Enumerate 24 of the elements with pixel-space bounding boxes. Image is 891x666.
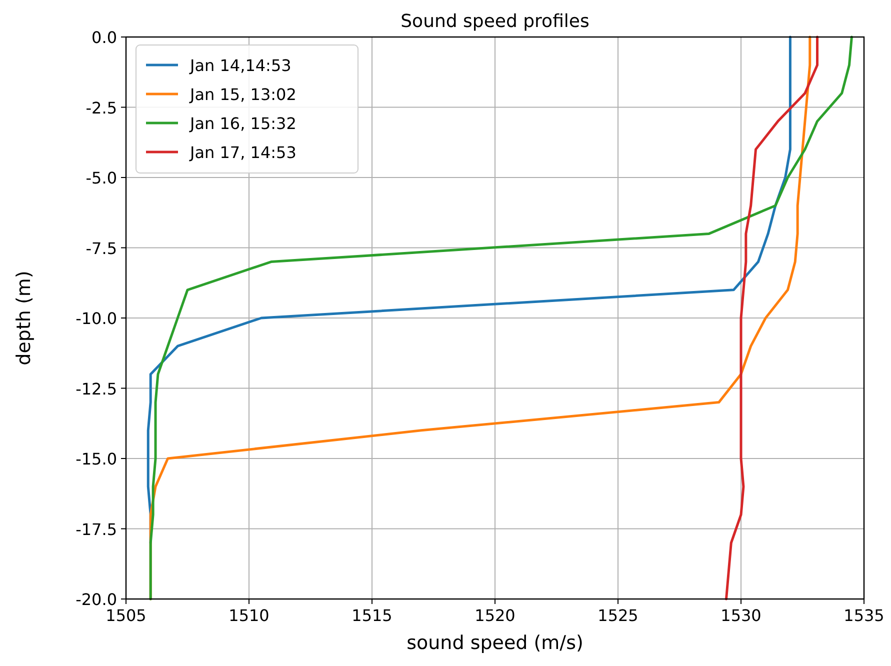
x-tick-label: 1510 xyxy=(228,606,270,625)
y-tick-label: -5.0 xyxy=(86,168,117,188)
legend-label: Jan 16, 15:32 xyxy=(189,114,296,133)
y-tick-label: -2.5 xyxy=(86,98,117,118)
y-tick-label: 0.0 xyxy=(92,28,117,47)
chart-title: Sound speed profiles xyxy=(400,11,590,32)
y-tick-label: -17.5 xyxy=(76,520,117,539)
legend-label: Jan 14,14:53 xyxy=(189,56,292,75)
legend-label: Jan 17, 14:53 xyxy=(189,143,296,162)
line-series xyxy=(724,36,819,600)
x-tick-label: 1525 xyxy=(598,606,638,625)
y-tick-label: -10.0 xyxy=(76,309,117,328)
y-tick-label: -15.0 xyxy=(76,450,117,468)
x-tick-label: 1520 xyxy=(474,606,516,625)
x-axis-title: sound speed (m/s) xyxy=(406,632,584,654)
legend-label: Jan 15, 13:02 xyxy=(189,85,296,104)
x-tick-label: 1535 xyxy=(844,606,884,625)
y-tick-label: -20.0 xyxy=(76,590,117,609)
y-axis-title: depth (m) xyxy=(13,270,35,366)
y-tick-label: -12.5 xyxy=(76,379,117,398)
x-tick-label: 1515 xyxy=(352,606,392,625)
y-tick-label: -7.5 xyxy=(86,238,117,258)
x-tick-label: 1530 xyxy=(720,606,762,625)
x-tick-label: 1505 xyxy=(106,606,146,625)
